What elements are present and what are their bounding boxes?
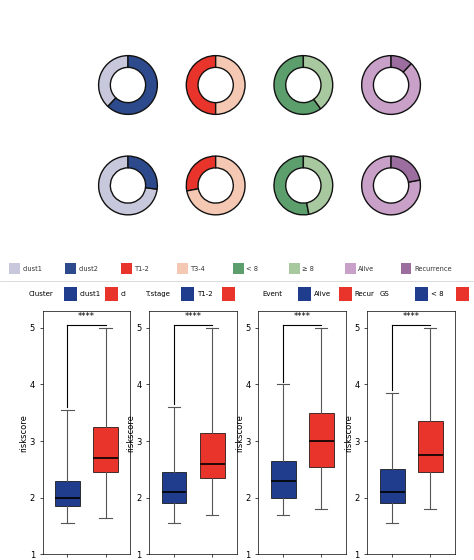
Wedge shape: [362, 55, 420, 114]
Wedge shape: [128, 156, 157, 189]
Text: ****: ****: [403, 312, 419, 321]
Text: clust2: clust2: [79, 266, 99, 272]
Wedge shape: [216, 55, 245, 114]
Text: T1-2: T1-2: [135, 266, 149, 272]
Text: p = 0: p = 0: [387, 236, 410, 245]
Wedge shape: [99, 156, 157, 215]
Text: Event: Event: [384, 8, 412, 18]
Bar: [64, 287, 77, 301]
Bar: [415, 287, 428, 301]
Text: ****: ****: [185, 312, 201, 321]
Text: Event: Event: [263, 291, 283, 297]
Text: ≥ 8: ≥ 8: [302, 266, 314, 272]
Text: Recurrence: Recurrence: [414, 266, 452, 272]
Bar: [339, 287, 352, 301]
Text: p = 0: p = 0: [235, 236, 258, 245]
Text: T3-4: T3-4: [191, 266, 205, 272]
Wedge shape: [186, 55, 216, 114]
Bar: [298, 287, 311, 301]
Wedge shape: [99, 55, 128, 106]
Text: cl: cl: [120, 291, 126, 297]
Text: ****: ****: [78, 312, 95, 321]
Text: Cluster: Cluster: [148, 8, 183, 18]
Y-axis label: riskscore: riskscore: [19, 414, 28, 451]
Wedge shape: [391, 55, 411, 72]
Y-axis label: riskscore: riskscore: [344, 414, 353, 451]
Text: Cluster: Cluster: [28, 291, 53, 297]
Text: High
(n = 245): High (n = 245): [29, 165, 75, 186]
PathPatch shape: [162, 472, 186, 503]
Bar: [105, 287, 118, 301]
Wedge shape: [362, 156, 420, 215]
Y-axis label: riskscore: riskscore: [235, 414, 244, 451]
Bar: [401, 263, 411, 274]
Bar: [181, 287, 194, 301]
Text: p = 0: p = 0: [155, 236, 177, 245]
Bar: [222, 287, 235, 301]
Bar: [345, 263, 356, 274]
Bar: [233, 263, 244, 274]
PathPatch shape: [309, 413, 334, 466]
PathPatch shape: [380, 469, 404, 503]
Bar: [121, 263, 132, 274]
Text: Low
(n = 245): Low (n = 245): [29, 67, 75, 88]
Text: clust1: clust1: [80, 291, 101, 297]
PathPatch shape: [271, 461, 295, 498]
Bar: [177, 263, 188, 274]
Text: Recur: Recur: [355, 291, 374, 297]
Bar: [456, 287, 469, 301]
Text: < 8: < 8: [431, 291, 444, 297]
PathPatch shape: [418, 421, 443, 472]
Text: Alive: Alive: [314, 291, 331, 297]
Text: GS: GS: [380, 291, 390, 297]
Wedge shape: [187, 156, 245, 215]
Y-axis label: riskscore: riskscore: [126, 414, 135, 451]
PathPatch shape: [200, 432, 225, 478]
Text: ****: ****: [294, 312, 310, 321]
PathPatch shape: [55, 480, 80, 506]
Text: A: A: [5, 5, 16, 19]
Wedge shape: [274, 55, 320, 114]
Wedge shape: [303, 55, 333, 109]
Bar: [65, 263, 76, 274]
Text: T.stage: T.stage: [146, 291, 170, 297]
Bar: [9, 263, 20, 274]
Text: T1-2: T1-2: [197, 291, 212, 297]
Text: Alive: Alive: [358, 266, 374, 272]
Wedge shape: [274, 156, 309, 215]
Text: GS: GS: [316, 8, 329, 18]
Text: clust1: clust1: [23, 266, 43, 272]
Wedge shape: [186, 156, 216, 191]
Wedge shape: [108, 55, 157, 114]
Wedge shape: [391, 156, 420, 182]
Text: T.stage: T.stage: [229, 8, 264, 18]
PathPatch shape: [93, 427, 118, 472]
Bar: [289, 263, 300, 274]
Text: p = 0: p = 0: [311, 236, 334, 245]
Wedge shape: [303, 156, 333, 214]
Text: < 8: < 8: [246, 266, 258, 272]
